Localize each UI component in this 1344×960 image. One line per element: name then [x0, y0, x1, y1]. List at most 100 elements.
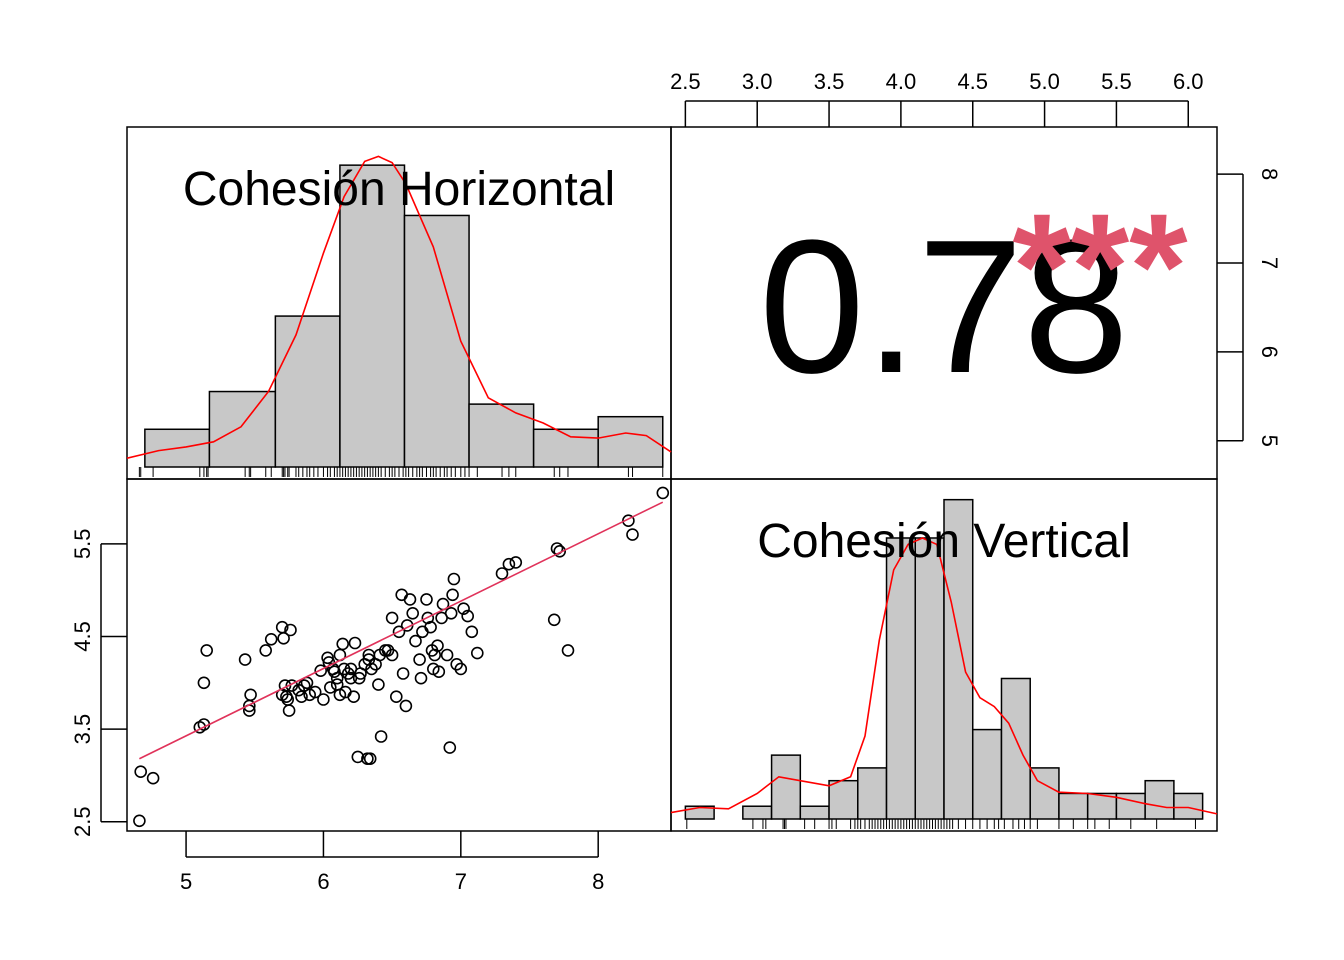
- top-axis-tick-label-4: 4.5: [957, 69, 988, 94]
- histogram-horizontal-layer: [126, 155, 672, 477]
- scatter-point-106: [656, 486, 670, 500]
- scatter-point-88: [444, 606, 458, 620]
- bottom-axis-tick-label-2: 7: [455, 869, 467, 894]
- scatter-point-103: [561, 644, 575, 657]
- scatter-point-1: [134, 765, 147, 779]
- hist-horizontal-density-curve: [126, 155, 672, 459]
- top-axis-tick-label-5: 5.0: [1029, 69, 1060, 94]
- hist-vertical-bar-5: [828, 779, 859, 820]
- bottom-axis-tick-label-0: 5: [180, 869, 192, 894]
- scatter-layer: [133, 486, 670, 828]
- scatter-point-76: [420, 593, 433, 606]
- scatter-point-82: [431, 639, 444, 653]
- hist-horizontal-bar-4: [403, 214, 470, 468]
- scatter-point-98: [502, 557, 516, 571]
- scatter-point-89: [446, 588, 459, 602]
- scatter-point-39: [336, 637, 350, 651]
- scatter-point-67: [396, 667, 410, 680]
- hist-vertical-bar-4: [799, 805, 830, 820]
- variable-label-horizontal: Cohesión Horizontal: [183, 163, 615, 216]
- hist-vertical-bar-2: [742, 805, 773, 820]
- scatter-point-66: [395, 588, 409, 602]
- scatter-point-92: [454, 662, 468, 676]
- scatter-point-14: [277, 631, 290, 645]
- scatter-point-102: [553, 544, 567, 558]
- bottom-axis-tick-label-3: 8: [592, 869, 604, 894]
- scatter-point-46: [348, 636, 362, 650]
- scatter-point-64: [389, 690, 403, 704]
- variable-label-vertical: Cohesión Vertical: [757, 515, 1131, 568]
- hist-horizontal-bar-2: [274, 315, 341, 468]
- hist-horizontal-bar-1: [208, 390, 277, 468]
- hist-horizontal-bar-7: [597, 415, 664, 468]
- top-axis-tick-label-2: 3.5: [814, 69, 845, 94]
- scatter-point-10: [244, 688, 257, 702]
- left-axis-tick-label-2: 4.5: [70, 621, 95, 652]
- top-axis-tick-label-7: 6.0: [1173, 69, 1204, 94]
- hist-vertical-bar-16: [1144, 779, 1175, 820]
- hist-horizontal-bar-5: [468, 403, 535, 468]
- top-axis-tick-label-6: 5.5: [1101, 69, 1132, 94]
- scatter-point-28: [314, 664, 328, 678]
- scatter-point-100: [547, 613, 561, 627]
- scatter-point-19: [282, 704, 296, 717]
- axes-layer: 2.5 3.0 3.5 4.0 4.5 5.0 5.5 6.0 5 6 7 8 2.5 3.5 4.5 5.5…: [70, 69, 1282, 894]
- scatter-point-32: [323, 681, 337, 694]
- scatter-point-11: [259, 644, 273, 657]
- scatter-point-96: [470, 646, 484, 660]
- hist-vertical-bar-8: [914, 537, 945, 820]
- scatter-point-105: [626, 528, 639, 541]
- scatter-point-20: [284, 623, 297, 637]
- right-axis-tick-label-0: 5: [1257, 435, 1282, 447]
- scatter-point-45: [347, 690, 361, 704]
- hist-vertical-bar-11: [1000, 677, 1031, 820]
- scatter-point-7: [238, 653, 252, 666]
- scatter-point-29: [317, 693, 330, 706]
- scatter-point-65: [392, 625, 406, 639]
- scatter-point-6: [200, 644, 213, 657]
- correlation-value: 0.78: [759, 201, 1129, 413]
- right-axis-tick-label-2: 7: [1257, 257, 1282, 269]
- scatter-point-48: [352, 671, 366, 685]
- significance-stars: ***: [1012, 182, 1188, 350]
- scatter-point-57: [372, 678, 385, 691]
- left-axis-tick-label-0: 2.5: [70, 806, 95, 837]
- scatter-point-70: [403, 593, 417, 606]
- bottom-axis-tick-label-1: 6: [317, 869, 329, 894]
- scatter-point-62: [385, 648, 399, 662]
- scatter-point-12: [264, 632, 278, 646]
- scatter-point-75: [416, 625, 429, 639]
- scatter-point-74: [414, 671, 428, 685]
- scatter-point-94: [461, 609, 475, 623]
- histogram-vertical-layer: [670, 498, 1218, 829]
- hist-vertical-bar-6: [857, 767, 888, 820]
- scatter-point-86: [440, 648, 454, 662]
- hist-vertical-bar-13: [1058, 792, 1089, 820]
- scatter-point-95: [465, 625, 479, 639]
- scatter-fit-line: [139, 501, 664, 760]
- left-axis-tick-label-3: 5.5: [70, 529, 95, 560]
- hist-vertical-bar-17: [1173, 792, 1204, 820]
- scatter-point-71: [406, 606, 420, 620]
- scatter-point-47: [351, 750, 365, 764]
- hist-vertical-bar-14: [1086, 792, 1118, 820]
- scatter-point-72: [409, 634, 422, 648]
- scatter-point-2: [146, 771, 160, 785]
- right-axis-tick-label-3: 8: [1257, 168, 1282, 180]
- scatter-point-27: [308, 685, 322, 699]
- panel-histogram-vertical: [670, 478, 1218, 832]
- scatter-point-54: [363, 752, 377, 766]
- scatter-point-24: [297, 679, 311, 692]
- scatter-point-93: [457, 602, 470, 616]
- scatter-point-83: [432, 665, 446, 679]
- scatter-point-68: [399, 699, 413, 713]
- scatter-point-73: [413, 653, 426, 666]
- scatter-point-0: [133, 814, 146, 828]
- hist-vertical-bar-10: [971, 728, 1003, 820]
- scatter-point-90: [447, 572, 461, 586]
- scatter-point-97: [495, 567, 509, 580]
- scatter-point-87: [443, 741, 457, 754]
- scatter-point-63: [385, 611, 399, 625]
- right-axis-tick-label-1: 6: [1257, 346, 1282, 358]
